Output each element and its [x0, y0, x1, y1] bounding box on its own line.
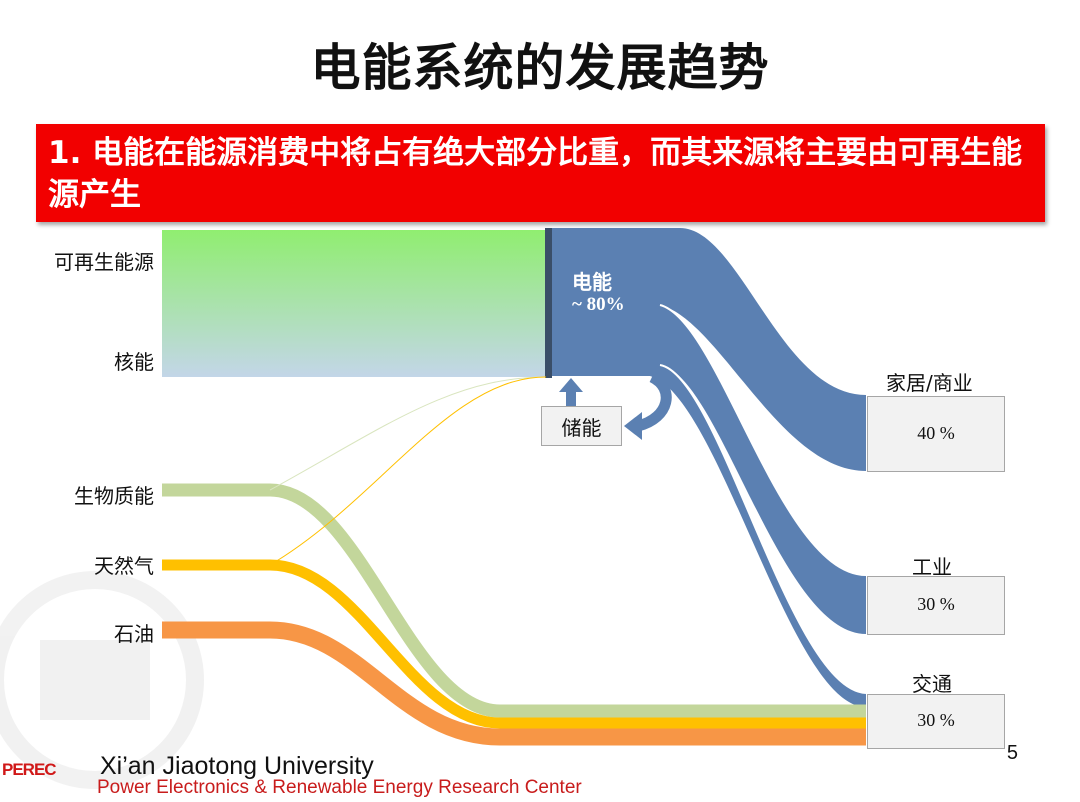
dest-share-industry: 30 % — [917, 594, 955, 614]
dest-label-industry: 工业 — [912, 555, 952, 579]
flow-electricity-core — [552, 228, 660, 376]
flow-biomass-to-electricity — [269, 376, 547, 491]
dest-box-residential: 40 % — [867, 396, 1005, 472]
page-number: 5 — [1006, 742, 1018, 764]
dest-box-industry: 30 % — [867, 576, 1005, 635]
dest-share-residential: 40 % — [917, 422, 955, 443]
dest-share-transport: 30 % — [917, 710, 955, 730]
footer-university: Xi’an Jiaotong University — [100, 752, 374, 780]
slide-title: 电能系统的发展趋势 — [310, 39, 770, 97]
flow-oil-to-transport — [162, 621, 866, 746]
electricity-label: 电能 — [572, 270, 612, 294]
storage-loop-arrow — [636, 372, 672, 432]
renewable-nuclear-block — [162, 230, 546, 377]
source-label-natural-gas: 天然气 — [94, 554, 154, 578]
source-label-biomass: 生物质能 — [74, 484, 154, 508]
storage-up-arrow — [559, 378, 583, 406]
storage-box: 储能 — [541, 406, 622, 446]
flow-gas-to-transport — [162, 559, 866, 729]
source-label-nuclear: 核能 — [114, 350, 154, 374]
flow-gas-to-electricity — [269, 376, 547, 566]
source-label-renewable: 可再生能源 — [54, 250, 154, 274]
flow-electricity-to-industry — [660, 305, 866, 634]
electricity-share: ~ 80% — [572, 294, 625, 315]
conversion-bar — [545, 228, 552, 378]
source-label-oil: 石油 — [114, 622, 154, 646]
headline-banner: 1. 电能在能源消费中将占有绝大部分比重，而其来源将主要由可再生能源产生 — [36, 124, 1045, 222]
university-emblem-watermark — [0, 571, 204, 789]
dest-label-residential: 家居/商业 — [886, 371, 973, 395]
headline-text: 1. 电能在能源消费中将占有绝大部分比重，而其来源将主要由可再生能源产生 — [48, 135, 1023, 213]
footer-research-center: Power Electronics & Renewable Energy Res… — [97, 777, 582, 798]
flow-electricity-to-residential — [552, 228, 866, 471]
dest-label-transport: 交通 — [912, 672, 952, 696]
perec-logo: PEREC — [2, 760, 57, 779]
flow-biomass-to-transport — [162, 483, 866, 718]
dest-box-transport: 30 % — [867, 694, 1005, 749]
